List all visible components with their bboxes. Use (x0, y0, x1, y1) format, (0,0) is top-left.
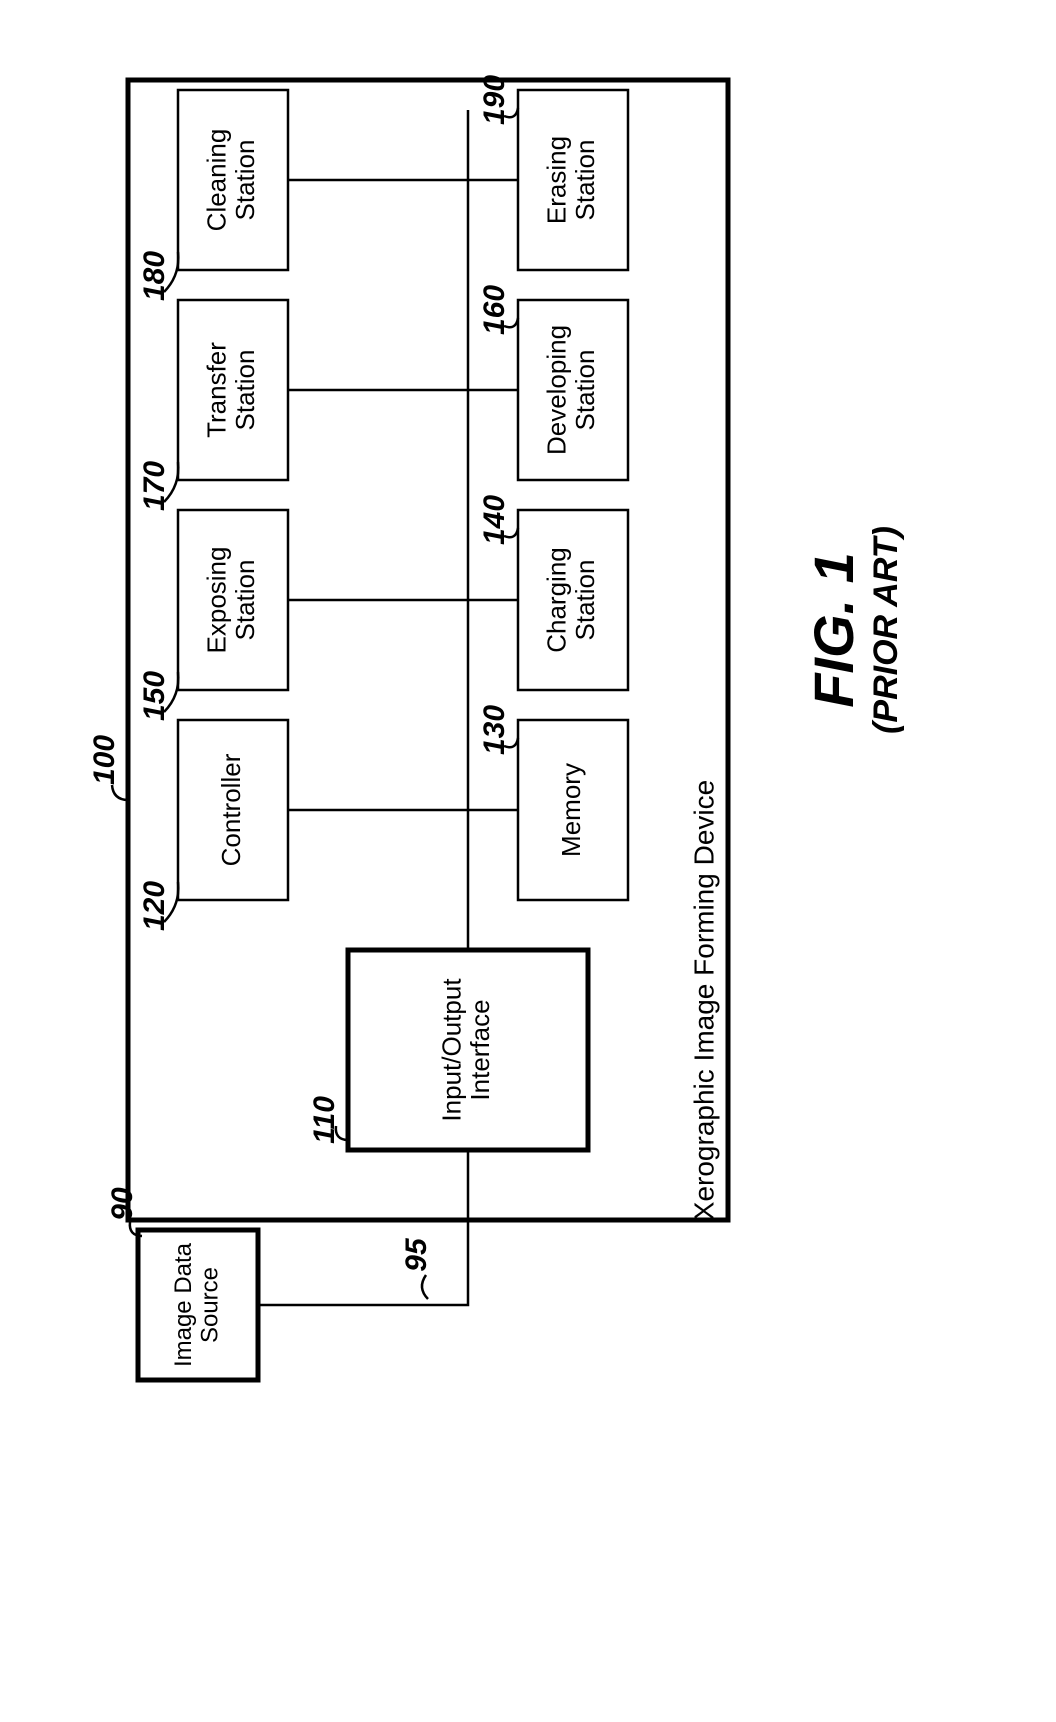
svg-text:95: 95 (400, 1237, 433, 1272)
svg-text:170: 170 (138, 461, 171, 511)
svg-text:Station: Station (230, 560, 260, 641)
svg-text:Cleaning: Cleaning (202, 129, 232, 232)
diagram-rotated-wrapper: Xerographic Image Forming Device 100 Image… (68, 20, 988, 1420)
page-canvas: Xerographic Image Forming Device 100 Image… (0, 0, 1056, 1722)
svg-text:Exposing: Exposing (202, 547, 232, 654)
svg-text:Developing: Developing (542, 325, 572, 455)
svg-text:90: 90 (106, 1187, 139, 1221)
svg-text:100: 100 (88, 735, 121, 785)
svg-text:Memory: Memory (556, 763, 586, 857)
svg-text:Controller: Controller (216, 753, 246, 866)
svg-text:Source: Source (197, 1267, 224, 1343)
svg-text:150: 150 (138, 671, 171, 721)
block-diagram: Xerographic Image Forming Device 100 Image… (68, 20, 988, 1420)
svg-text:110: 110 (308, 1096, 341, 1144)
svg-text:Station: Station (230, 140, 260, 221)
svg-text:120: 120 (138, 881, 171, 931)
svg-text:Input/Output: Input/Output (437, 978, 467, 1122)
svg-text:(PRIOR ART): (PRIOR ART) (867, 526, 905, 734)
svg-text:Interface: Interface (465, 999, 495, 1100)
svg-text:Image Data: Image Data (170, 1242, 197, 1367)
svg-text:Station: Station (570, 140, 600, 221)
svg-text:Transfer: Transfer (202, 342, 232, 438)
svg-text:Station: Station (230, 350, 260, 431)
svg-text:Xerographic Image Forming Devi: Xerographic Image Forming Device (688, 780, 719, 1220)
svg-text:FIG. 1: FIG. 1 (802, 552, 865, 708)
svg-text:Station: Station (570, 560, 600, 641)
svg-text:180: 180 (138, 251, 171, 301)
svg-text:Erasing: Erasing (542, 136, 572, 224)
svg-text:Charging: Charging (542, 547, 572, 653)
svg-text:Station: Station (570, 350, 600, 431)
